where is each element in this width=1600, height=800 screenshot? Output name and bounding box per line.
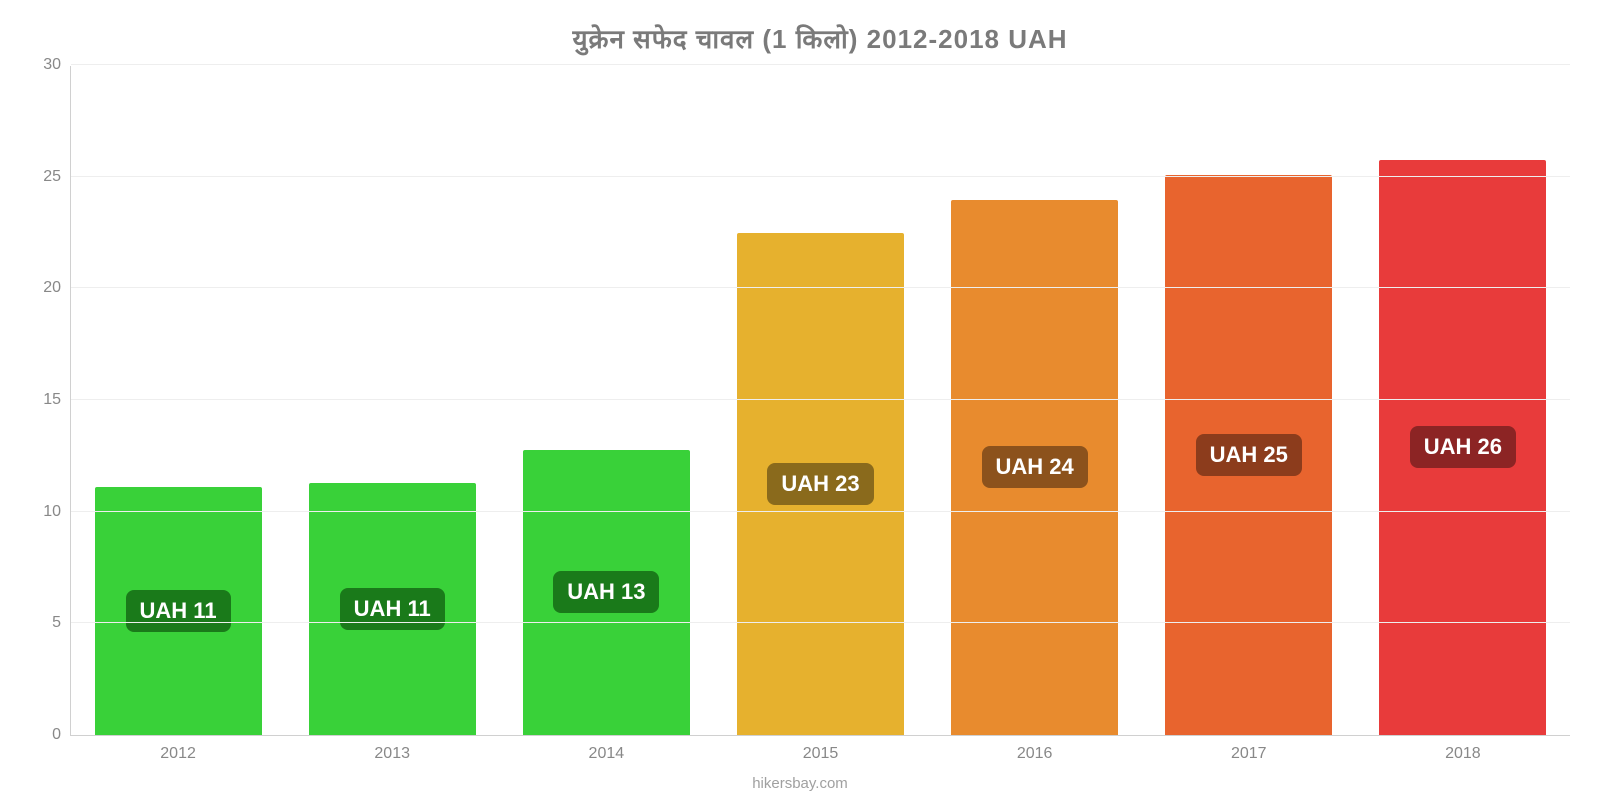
x-tick-label: 2015: [803, 735, 839, 763]
x-tick-label: 2018: [1445, 735, 1481, 763]
x-tick-label: 2016: [1017, 735, 1053, 763]
y-tick-label: 25: [43, 168, 71, 186]
gridline: [71, 176, 1570, 177]
bar: UAH 24: [951, 200, 1118, 735]
bar: UAH 26: [1379, 160, 1546, 735]
x-tick-label: 2012: [160, 735, 196, 763]
gridline: [71, 399, 1570, 400]
bar: UAH 11: [95, 487, 262, 735]
chart-wrapper: युक्रेन सफेद चावल (1 किलो) 2012-2018 UAH…: [0, 0, 1600, 800]
x-tick-label: 2014: [589, 735, 625, 763]
bar-slot: UAH 112013: [285, 66, 499, 735]
gridline: [71, 64, 1570, 65]
y-tick-label: 30: [43, 56, 71, 74]
y-tick-label: 15: [43, 391, 71, 409]
gridline: [71, 622, 1570, 623]
y-tick-label: 10: [43, 503, 71, 521]
bar: UAH 25: [1165, 175, 1332, 735]
y-tick-label: 20: [43, 279, 71, 297]
x-tick-label: 2017: [1231, 735, 1267, 763]
bar-value-badge: UAH 13: [553, 571, 659, 613]
chart-title: युक्रेन सफेद चावल (1 किलो) 2012-2018 UAH: [70, 10, 1570, 66]
bar-value-badge: UAH 11: [340, 588, 445, 630]
x-tick-label: 2013: [374, 735, 410, 763]
bar-value-badge: UAH 25: [1196, 434, 1302, 476]
bar-slot: UAH 132014: [499, 66, 713, 735]
bar-value-badge: UAH 24: [982, 446, 1088, 488]
bar: UAH 13: [523, 450, 690, 735]
plot-area: UAH 112012UAH 112013UAH 132014UAH 232015…: [70, 66, 1570, 736]
gridline: [71, 511, 1570, 512]
bar-slot: UAH 242016: [928, 66, 1142, 735]
bar: UAH 23: [737, 233, 904, 735]
attribution-text: hikersbay.com: [752, 775, 848, 792]
bar-slot: UAH 232015: [713, 66, 927, 735]
bar-value-badge: UAH 26: [1410, 426, 1516, 468]
bar-slot: UAH 252017: [1142, 66, 1356, 735]
gridline: [71, 287, 1570, 288]
y-tick-label: 0: [52, 726, 71, 744]
y-tick-label: 5: [52, 614, 71, 632]
bar: UAH 11: [309, 483, 476, 735]
bar-slot: UAH 262018: [1356, 66, 1570, 735]
bar-value-badge: UAH 23: [767, 463, 873, 505]
bar-value-badge: UAH 11: [126, 590, 231, 632]
bars-container: UAH 112012UAH 112013UAH 132014UAH 232015…: [71, 66, 1570, 735]
bar-slot: UAH 112012: [71, 66, 285, 735]
